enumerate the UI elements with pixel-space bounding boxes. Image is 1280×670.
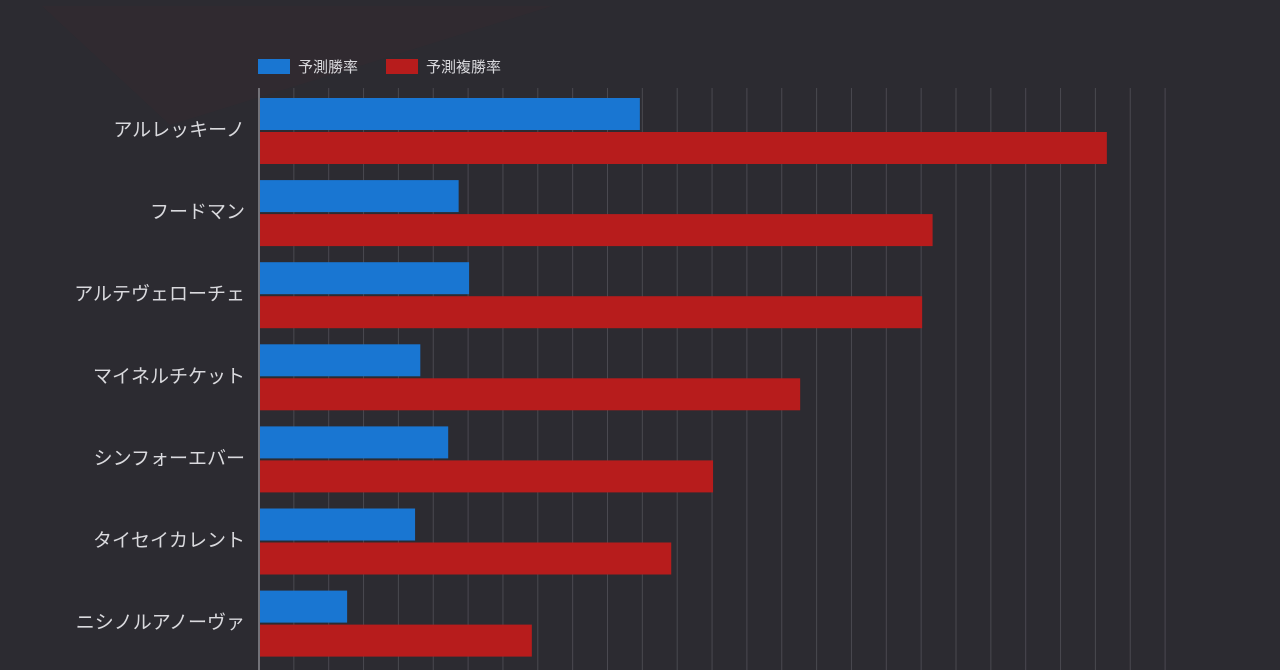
legend-swatch [258, 59, 290, 74]
bar [260, 508, 416, 541]
legend-swatch [386, 59, 418, 74]
decorative-triangle [42, 6, 552, 125]
category-label: シンフォーエバー [94, 447, 245, 469]
bar [260, 590, 348, 623]
bar [260, 98, 640, 130]
bar [260, 262, 470, 295]
category-label: マイネルチケット [93, 365, 245, 387]
bar [260, 378, 801, 411]
bar [260, 542, 672, 575]
category-labels: アルレッキーノフードマンアルテヴェローチェマイネルチケットシンフォーエバータイセ… [74, 119, 245, 634]
bar [260, 426, 449, 459]
category-label: タイセイカレント [93, 530, 245, 552]
bar [260, 180, 459, 213]
bar [260, 344, 421, 377]
bar [260, 624, 532, 657]
bar [260, 296, 923, 329]
category-label: アルテヴェローチェ [74, 283, 245, 305]
legend-label: 予測勝率 [298, 58, 358, 76]
legend: 予測勝率 予測複勝率 [258, 58, 501, 76]
bar [260, 132, 1107, 164]
category-label: アルレッキーノ [113, 119, 245, 141]
legend-label: 予測複勝率 [426, 58, 501, 76]
category-label: フードマン [150, 201, 245, 223]
bar [260, 214, 933, 247]
bars [260, 98, 1107, 657]
category-label: ニシノルアノーヴァ [76, 612, 245, 634]
bar [260, 460, 714, 493]
